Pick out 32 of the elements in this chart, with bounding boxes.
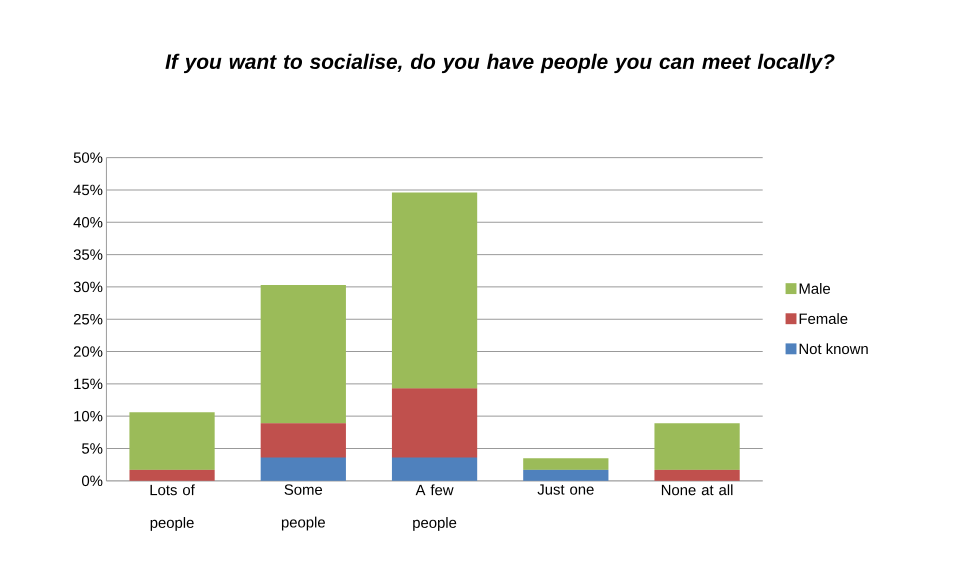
x-tick-label: None at all	[662, 484, 732, 496]
bar	[129, 412, 215, 470]
x-tick-label: Just one	[538, 484, 594, 495]
bar	[523, 458, 608, 470]
legend-label: Male	[800, 282, 830, 294]
category-label: Lots of people	[150, 484, 195, 531]
y-tick-label: 35%	[74, 249, 102, 260]
category-label: A few people	[413, 484, 456, 531]
y-tick-label: 0%	[82, 476, 102, 486]
bar	[392, 458, 478, 481]
bar	[129, 470, 215, 481]
y-tick-label: 5%	[82, 443, 102, 454]
category-label: Some people	[282, 484, 325, 530]
legend-label: Female	[800, 313, 848, 324]
bar	[654, 423, 740, 470]
y-tick-label: 50%	[74, 152, 102, 163]
y-tick-label: 10%	[74, 410, 102, 422]
bar	[260, 458, 346, 481]
y-tick-label: 25%	[74, 314, 102, 324]
y-tick-label: 45%	[73, 184, 102, 196]
bar	[392, 388, 478, 458]
bar	[523, 470, 608, 481]
bar	[260, 423, 346, 458]
legend-label: Not known	[800, 343, 868, 354]
bar	[260, 284, 346, 424]
chart-title: If you want to socialise, do you have people you can meet locally?	[165, 54, 834, 74]
y-tick-label: 30%	[74, 282, 102, 292]
y-tick-label: 15%	[74, 378, 102, 390]
y-tick-label: 20%	[74, 346, 102, 357]
y-tick-label: 40%	[73, 216, 102, 228]
bar	[392, 192, 478, 388]
bar	[654, 470, 740, 481]
